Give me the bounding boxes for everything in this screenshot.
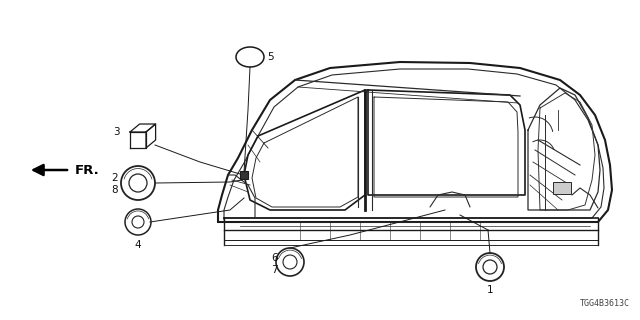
Text: 7: 7 [271, 265, 278, 275]
Text: 4: 4 [134, 240, 141, 250]
Text: 2: 2 [111, 173, 118, 183]
Text: 1: 1 [486, 285, 493, 295]
Bar [553, 182, 571, 194]
Text: 5: 5 [267, 52, 274, 62]
Text: 6: 6 [271, 253, 278, 263]
Text: 3: 3 [113, 127, 120, 137]
Text: 8: 8 [111, 185, 118, 195]
Text: TGG4B3613C: TGG4B3613C [580, 299, 630, 308]
Bar [240, 171, 248, 179]
Text: FR.: FR. [75, 164, 100, 177]
